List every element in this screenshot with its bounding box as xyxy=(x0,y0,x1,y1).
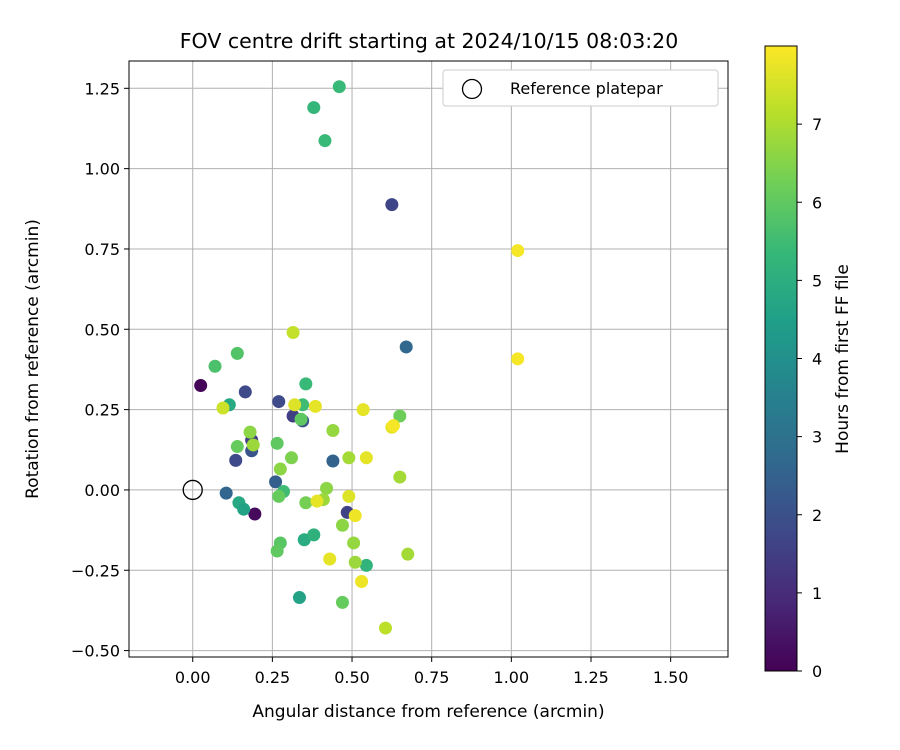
legend-box xyxy=(442,69,719,107)
data-point xyxy=(248,507,262,521)
y-tick-label: −0.50 xyxy=(71,642,120,661)
data-point xyxy=(273,462,287,476)
data-point xyxy=(318,134,332,148)
colorbar-tick-label: 1 xyxy=(812,584,822,603)
data-point xyxy=(348,509,362,523)
data-point xyxy=(326,423,340,437)
colorbar-tick-label: 3 xyxy=(812,428,822,447)
data-point xyxy=(511,352,525,366)
data-point xyxy=(216,401,230,415)
y-tick-label: 0.75 xyxy=(84,240,120,259)
colorbar-ticks: 0 1 2 3 4 5 6 7 xyxy=(797,115,822,681)
plot-frame xyxy=(128,60,729,658)
colorbar-tick-label: 2 xyxy=(812,506,822,525)
y-tick-label: 1.00 xyxy=(84,160,120,179)
data-point xyxy=(399,340,413,354)
data-point xyxy=(310,494,324,508)
data-point xyxy=(359,558,373,572)
data-point xyxy=(230,440,244,454)
data-point xyxy=(229,453,243,467)
colorbar-tick-label: 4 xyxy=(812,350,822,369)
data-point xyxy=(294,412,308,426)
data-point xyxy=(342,451,356,465)
data-point xyxy=(272,395,286,409)
colorbar-gradient xyxy=(764,45,798,672)
data-point xyxy=(292,591,306,605)
colorbar-label: Hours from first FF file xyxy=(833,264,853,454)
data-point xyxy=(237,502,251,516)
x-axis-ticks: 0.00 0.25 0.50 0.75 1.00 1.25 1.50 xyxy=(175,657,689,687)
data-point xyxy=(230,346,244,360)
data-point xyxy=(219,486,233,500)
data-point xyxy=(308,399,322,413)
x-tick-label: 1.00 xyxy=(494,668,530,687)
legend-marker-open-circle xyxy=(461,78,483,100)
y-tick-label: 1.25 xyxy=(84,79,120,98)
legend-label: Reference platepar xyxy=(510,79,663,98)
y-tick-label: −0.25 xyxy=(71,561,120,580)
data-point xyxy=(270,544,284,558)
colorbar-tick-label: 0 xyxy=(812,662,822,681)
reference-platepar-marker xyxy=(182,479,203,501)
data-point xyxy=(359,451,373,465)
colorbar: 0 1 2 3 4 5 6 7 Hours from first FF file xyxy=(764,45,853,681)
colorbar-tick-label: 5 xyxy=(812,271,822,290)
data-point xyxy=(378,621,392,635)
data-point xyxy=(208,359,222,373)
data-point xyxy=(393,409,407,423)
data-point xyxy=(356,403,370,417)
data-point xyxy=(307,528,321,542)
x-tick-label: 0.00 xyxy=(175,668,211,687)
data-point xyxy=(332,80,346,94)
data-point xyxy=(269,475,283,489)
data-point xyxy=(386,419,400,433)
x-axis-label: Angular distance from reference (arcmin) xyxy=(252,702,604,722)
y-tick-label: 0.50 xyxy=(84,320,120,339)
data-point xyxy=(284,451,298,465)
y-tick-label: 0.00 xyxy=(84,481,120,500)
plot-background xyxy=(129,61,728,657)
data-point xyxy=(288,398,302,412)
data-point xyxy=(347,536,361,550)
data-point xyxy=(272,489,286,503)
data-point xyxy=(393,470,407,484)
data-point xyxy=(238,385,252,399)
data-point xyxy=(511,244,525,258)
data-points xyxy=(194,80,525,635)
data-point xyxy=(342,489,356,503)
reference-marker xyxy=(182,479,203,501)
data-point xyxy=(246,438,260,452)
plot-area: 0.00 0.25 0.50 0.75 1.00 1.25 1.50 −0.50 −0.25 0… xyxy=(71,60,729,687)
data-point xyxy=(307,101,321,115)
data-point xyxy=(323,552,337,566)
y-axis-ticks: −0.50 −0.25 0.00 0.25 0.50 0.75 1.00 1.25 xyxy=(71,79,129,661)
x-tick-label: 1.25 xyxy=(573,668,609,687)
data-point xyxy=(270,436,284,450)
chart-title: FOV centre drift starting at 2024/10/15 … xyxy=(180,29,679,53)
data-point xyxy=(299,496,313,510)
data-point xyxy=(297,533,311,547)
colorbar-tick-label: 7 xyxy=(812,115,822,134)
x-tick-label: 0.25 xyxy=(255,668,291,687)
data-point xyxy=(286,325,300,339)
x-tick-label: 0.75 xyxy=(414,668,450,687)
data-point xyxy=(326,454,340,468)
data-point xyxy=(299,377,313,391)
data-point xyxy=(335,595,349,609)
data-point xyxy=(385,198,399,212)
data-point xyxy=(348,555,362,569)
data-point xyxy=(355,574,369,588)
data-point xyxy=(320,481,334,495)
colorbar-tick-label: 6 xyxy=(812,193,822,212)
legend: Reference platepar xyxy=(442,69,719,107)
y-tick-label: 0.25 xyxy=(84,401,120,420)
y-axis-label: Rotation from reference (arcmin) xyxy=(23,219,43,499)
x-tick-label: 1.50 xyxy=(653,668,689,687)
x-tick-label: 0.50 xyxy=(334,668,370,687)
data-point xyxy=(243,425,257,439)
data-point xyxy=(335,518,349,532)
data-point xyxy=(401,547,415,561)
data-point xyxy=(194,379,208,393)
